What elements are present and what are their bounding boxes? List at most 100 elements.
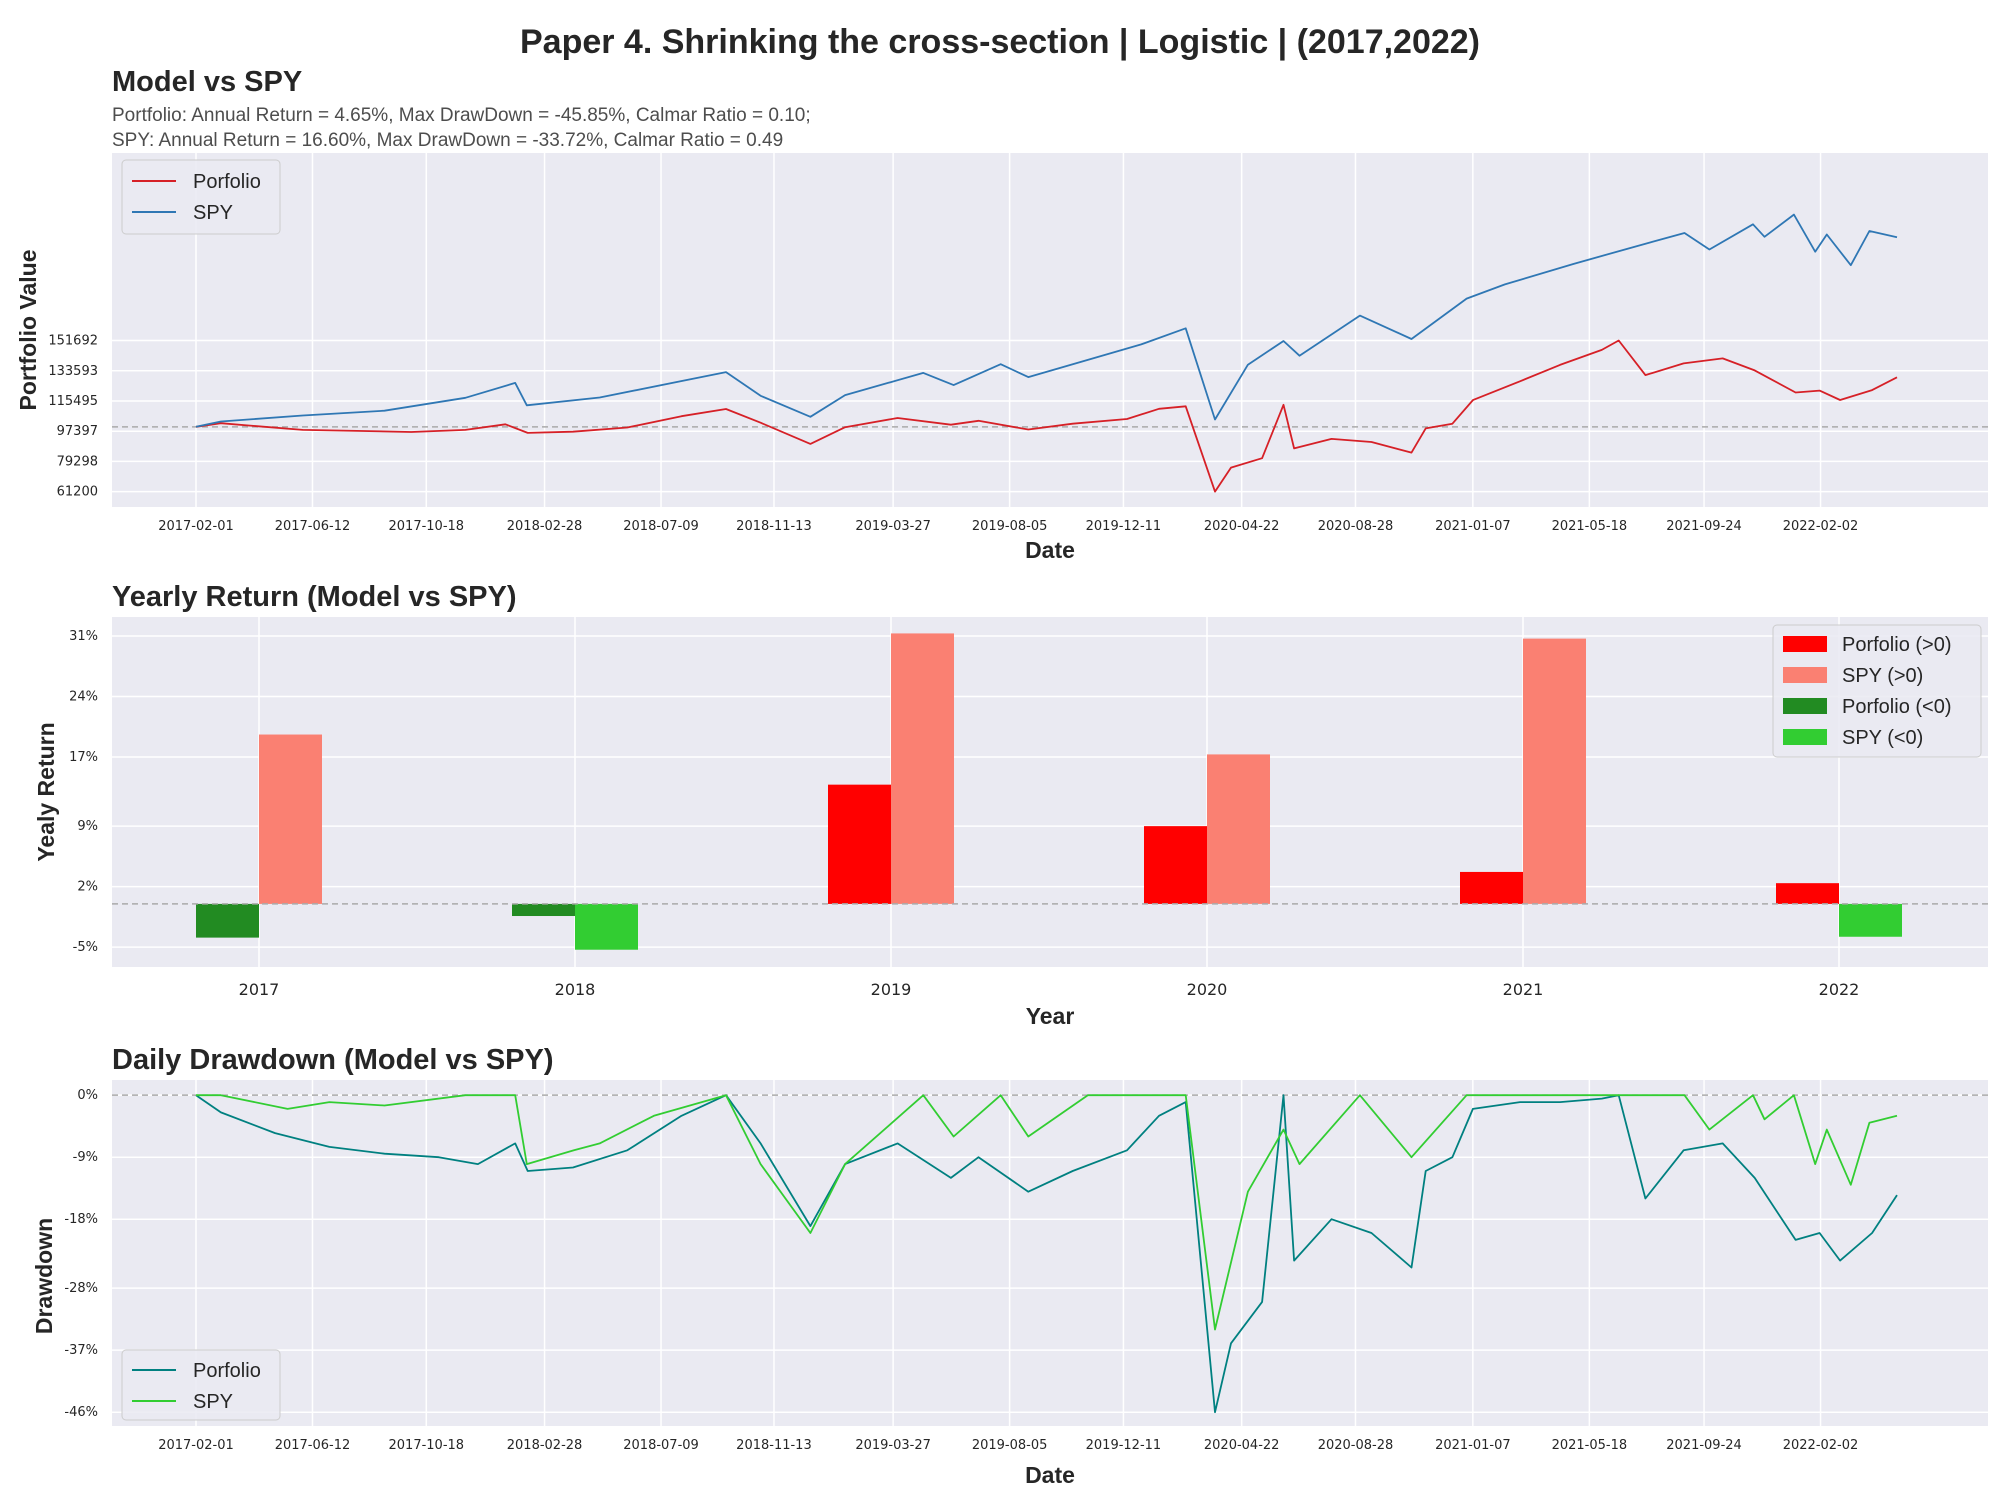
- x-tick-label: 2017: [239, 980, 280, 999]
- y-axis-label: Drawdown: [31, 1218, 57, 1334]
- panel-subtitle-spy: SPY: Annual Return = 16.60%, Max DrawDow…: [112, 130, 783, 151]
- legend-swatch-portfolio-pos: [1783, 636, 1827, 652]
- y-tick-label: 17%: [69, 750, 98, 765]
- panel-model-vs-spy: Model vs SPY Portfolio: Annual Return = …: [15, 66, 1988, 563]
- portfolio-bar-2021: [1460, 871, 1523, 904]
- y-tick-label: -5%: [73, 940, 98, 955]
- panel-yearly-return: Yearly Return (Model vs SPY) 2017 2018 201…: [33, 581, 1988, 1029]
- y-axis-label: Portfolio Value: [15, 249, 41, 410]
- x-tick-label: 2021-05-18: [1552, 1438, 1628, 1453]
- y-tick-labels: 0% -9% -18% -28% -37% -46%: [64, 1088, 98, 1420]
- y-tick-label: 151692: [48, 334, 98, 349]
- y-tick-label: -37%: [64, 1343, 98, 1358]
- portfolio-bar-2022: [1776, 883, 1839, 904]
- x-tick-label: 2017-06-12: [275, 1438, 351, 1453]
- x-tick-label: 2020: [1187, 980, 1228, 999]
- portfolio-drawdown-line: [195, 1094, 1898, 1414]
- y-tick-labels: 61200 79298 97397 115495 133593 151692: [48, 334, 98, 500]
- panel-subtitle-portfolio: Portfolio: Annual Return = 4.65%, Max Dr…: [112, 105, 811, 126]
- legend-swatch-spy-pos: [1783, 667, 1827, 683]
- legend-label-portfolio-neg: Porfolio (<0): [1842, 696, 1952, 718]
- x-axis-label: Year: [1026, 1003, 1075, 1029]
- y-tick-label: 2%: [77, 880, 98, 895]
- x-tick-label: 2022-02-02: [1783, 1438, 1859, 1453]
- y-tick-label: 0%: [77, 1088, 98, 1103]
- x-tick-labels: 2017-02-01 2017-06-12 2017-10-18 2018-02-28…: [158, 1438, 1858, 1453]
- portfolio-bar-2017: [196, 903, 259, 938]
- legend-box: [121, 1349, 281, 1421]
- x-tick-label: 2021-01-07: [1435, 519, 1511, 534]
- panel-title: Daily Drawdown (Model vs SPY): [112, 1044, 554, 1076]
- y-tick-label: 24%: [69, 690, 98, 705]
- legend-label-portfolio: Porfolio: [193, 1360, 261, 1382]
- x-tick-label: 2017-06-12: [275, 519, 351, 534]
- spy-bar-2020: [1207, 754, 1270, 904]
- x-tick-label: 2018-07-09: [623, 519, 699, 534]
- y-tick-label: -18%: [64, 1212, 98, 1227]
- x-tick-label: 2019-08-05: [972, 1438, 1048, 1453]
- x-tick-label: 2021: [1503, 980, 1544, 999]
- spy-bar-2021: [1523, 638, 1586, 904]
- x-axis-label: Date: [1025, 537, 1075, 563]
- x-tick-label: 2019: [871, 980, 912, 999]
- portfolio-bar-2019: [828, 784, 891, 904]
- legend-swatch-spy-neg: [1783, 729, 1827, 745]
- x-tick-label: 2020-04-22: [1204, 1438, 1280, 1453]
- x-tick-label: 2017-02-01: [158, 519, 234, 534]
- legend-label-portfolio-pos: Porfolio (>0): [1842, 634, 1952, 656]
- x-tick-label: 2020-08-28: [1318, 1438, 1394, 1453]
- plot-area: [112, 153, 1988, 507]
- legend: Porfolio SPY: [121, 1349, 281, 1421]
- x-tick-label: 2017-02-01: [158, 1438, 234, 1453]
- x-tick-label: 2017-10-18: [389, 519, 465, 534]
- y-tick-label: 9%: [77, 819, 98, 834]
- spy-bar-2018: [575, 903, 638, 950]
- panel-daily-drawdown: Daily Drawdown (Model vs SPY) 2017-02-01…: [31, 1044, 1988, 1488]
- legend-label-portfolio: Porfolio: [193, 171, 261, 193]
- legend: Porfolio (>0) SPY (>0) Porfolio (<0) SPY…: [1772, 624, 1982, 758]
- x-tick-label: 2020-08-28: [1318, 519, 1394, 534]
- series-lines: [195, 213, 1898, 493]
- legend-box: [121, 159, 281, 235]
- x-tick-label: 2018-11-13: [736, 519, 812, 534]
- x-axis-label: Date: [1025, 1462, 1075, 1488]
- legend-box: [1772, 624, 1982, 758]
- x-tick-label: 2019-08-05: [972, 519, 1048, 534]
- legend-label-spy: SPY: [193, 1391, 233, 1413]
- portfolio-bar-2020: [1144, 826, 1207, 904]
- x-tick-label: 2019-12-11: [1086, 519, 1162, 534]
- x-tick-label: 2018-11-13: [736, 1438, 812, 1453]
- x-tick-label: 2022: [1819, 980, 1860, 999]
- legend: Porfolio SPY: [121, 159, 281, 235]
- x-tick-label: 2021-05-18: [1552, 519, 1628, 534]
- x-tick-label: 2017-10-18: [389, 1438, 465, 1453]
- y-tick-label: 115495: [48, 394, 98, 409]
- spy-bar-2022: [1839, 903, 1902, 937]
- y-tick-label: 31%: [69, 629, 98, 644]
- y-tick-label: 133593: [48, 364, 98, 379]
- x-tick-label: 2019-03-27: [855, 1438, 931, 1453]
- portfolio-value-line: [195, 339, 1898, 493]
- portfolio-bar-2018: [512, 903, 575, 917]
- spy-drawdown-line: [196, 1094, 1898, 1331]
- panel-title: Model vs SPY: [112, 66, 302, 98]
- x-tick-label: 2022-02-02: [1783, 519, 1859, 534]
- y-tick-label: 97397: [57, 424, 98, 439]
- x-tick-label: 2020-04-22: [1204, 519, 1280, 534]
- x-tick-label: 2019-03-27: [855, 519, 931, 534]
- y-axis-label: Yealy Return: [33, 722, 59, 861]
- y-tick-label: -28%: [64, 1281, 98, 1296]
- y-tick-label: -46%: [64, 1405, 98, 1420]
- x-tick-label: 2018-02-28: [507, 519, 583, 534]
- x-tick-label: 2019-12-11: [1086, 1438, 1162, 1453]
- x-tick-labels: 2017-02-01 2017-06-12 2017-10-18 2018-02-28…: [158, 519, 1858, 534]
- y-tick-label: 61200: [57, 485, 98, 500]
- gridlines: [112, 153, 1988, 507]
- x-tick-labels: 2017 2018 2019 2020 2021 2022: [239, 980, 1860, 999]
- x-tick-label: 2021-09-24: [1666, 1438, 1742, 1453]
- y-tick-label: -9%: [73, 1150, 98, 1165]
- spy-bar-2017: [259, 734, 322, 904]
- legend-label-spy-pos: SPY (>0): [1842, 665, 1923, 687]
- x-tick-label: 2018: [555, 980, 596, 999]
